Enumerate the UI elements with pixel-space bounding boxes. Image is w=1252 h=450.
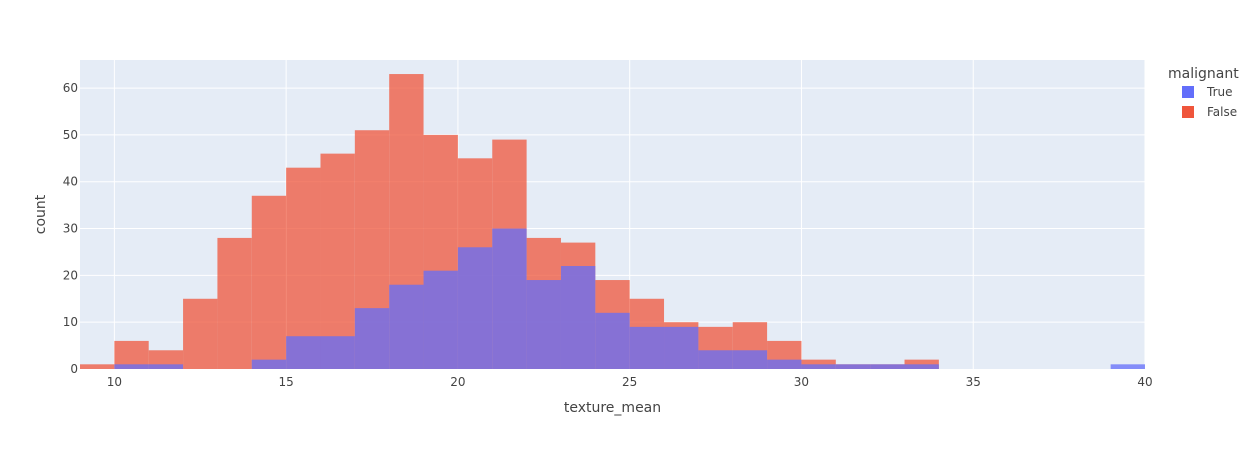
legend[interactable]: malignant True False — [1168, 66, 1239, 119]
bar-true[interactable] — [664, 326, 699, 369]
y-tick-label: 40 — [63, 175, 78, 189]
bar-false[interactable] — [286, 167, 321, 369]
series-true-bars — [114, 228, 1145, 369]
bar-true[interactable] — [389, 284, 424, 369]
legend-label-true[interactable]: True — [1206, 85, 1233, 99]
bar-true[interactable] — [526, 280, 561, 369]
bar-true[interactable] — [423, 270, 458, 369]
bar-true[interactable] — [354, 308, 390, 369]
bar-true[interactable] — [286, 336, 321, 369]
y-axis-ticks: 0 10 20 30 40 50 60 — [63, 81, 78, 376]
bar-true[interactable] — [492, 228, 527, 369]
legend-title: malignant — [1168, 66, 1239, 82]
legend-swatch-false[interactable] — [1182, 106, 1194, 118]
y-tick-label: 30 — [63, 222, 78, 236]
x-axis-title: texture_mean — [564, 400, 661, 416]
x-axis-ticks: 10 15 20 25 30 35 40 — [107, 375, 1153, 389]
bar-true[interactable] — [595, 312, 630, 369]
legend-label-false[interactable]: False — [1207, 105, 1237, 119]
bar-false[interactable] — [217, 237, 252, 369]
bar-false[interactable] — [251, 195, 287, 369]
bar-true[interactable] — [870, 364, 905, 369]
legend-swatch-true[interactable] — [1182, 86, 1194, 98]
bar-true[interactable] — [801, 364, 836, 369]
bar-true[interactable] — [251, 359, 287, 369]
y-axis-title: count — [33, 194, 49, 234]
bar-true[interactable] — [560, 266, 596, 369]
bar-true[interactable] — [457, 247, 493, 369]
y-tick-label: 60 — [63, 81, 78, 95]
bar-true[interactable] — [904, 364, 939, 369]
x-tick-label: 15 — [278, 375, 293, 389]
x-tick-label: 25 — [622, 375, 637, 389]
bar-true[interactable] — [114, 364, 149, 369]
y-tick-label: 0 — [70, 362, 78, 376]
x-tick-label: 40 — [1137, 375, 1152, 389]
bar-true[interactable] — [320, 336, 355, 369]
bar-true[interactable] — [1110, 364, 1145, 369]
y-tick-label: 50 — [63, 128, 78, 142]
bar-false[interactable] — [320, 153, 355, 369]
x-tick-label: 10 — [107, 375, 122, 389]
x-tick-label: 20 — [450, 375, 465, 389]
bar-false[interactable] — [80, 364, 115, 369]
x-tick-label: 35 — [966, 375, 981, 389]
bar-false[interactable] — [183, 298, 218, 369]
bar-true[interactable] — [732, 350, 768, 369]
y-tick-label: 20 — [63, 268, 78, 282]
y-tick-label: 10 — [63, 315, 78, 329]
bar-true[interactable] — [629, 326, 665, 369]
bar-true[interactable] — [148, 364, 184, 369]
bar-true[interactable] — [835, 364, 871, 369]
x-tick-label: 30 — [794, 375, 809, 389]
bar-true[interactable] — [767, 359, 802, 369]
bar-true[interactable] — [698, 350, 733, 369]
